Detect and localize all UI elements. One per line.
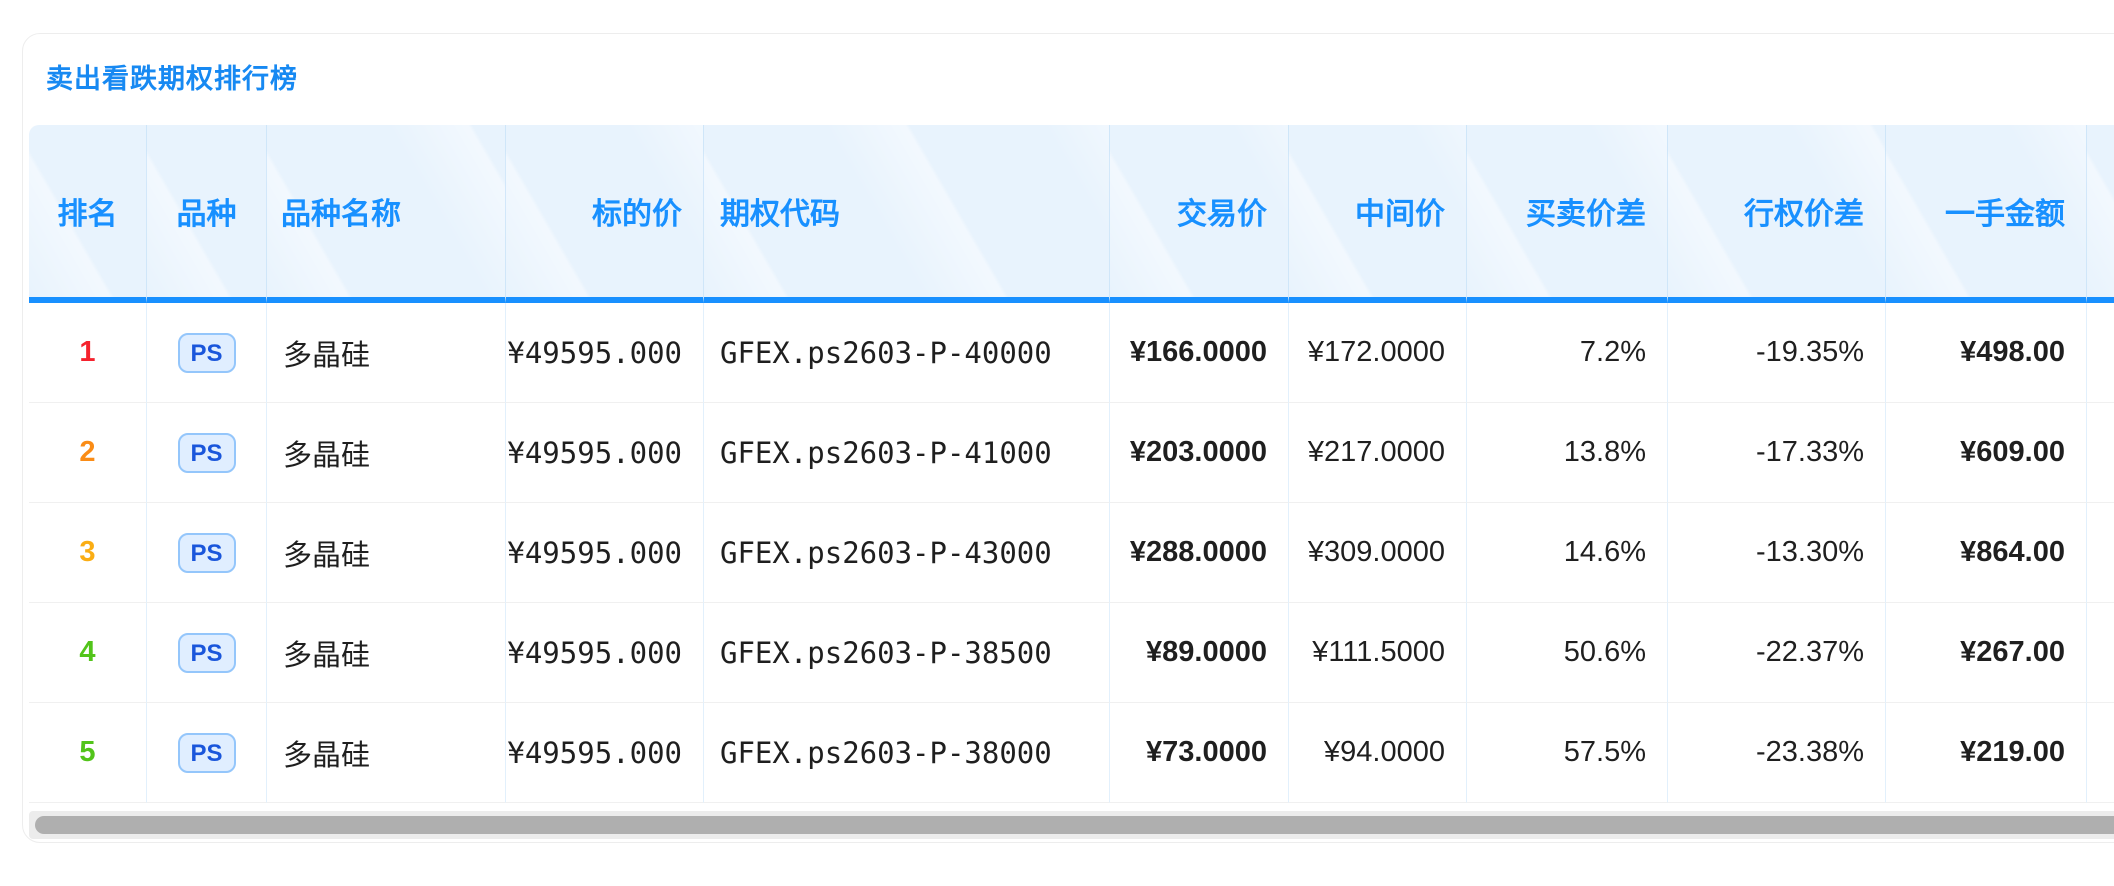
- mid-price-cell: ¥309.0000: [1289, 503, 1467, 603]
- variety-name-cell: 多晶硅: [267, 503, 506, 603]
- trade-price-cell: ¥89.0000: [1110, 603, 1289, 703]
- table-row[interactable]: 1 PS 多晶硅 ¥49595.000 GFEX.ps2603-P-40000 …: [29, 303, 2114, 403]
- variety-badge-ps: PS: [177, 532, 236, 573]
- page-title: 卖出看跌期权排行榜: [46, 64, 298, 94]
- trade-price-cell: ¥203.0000: [1110, 403, 1289, 503]
- option-code-cell: GFEX.ps2603-P-41000: [704, 403, 1110, 503]
- per-lot-amount-cell: ¥219.00: [1886, 703, 2087, 803]
- variety-cell: PS: [147, 303, 267, 403]
- bid-ask-spread-cell: 14.6%: [1467, 503, 1668, 603]
- mid-price-cell: ¥111.5000: [1289, 603, 1467, 703]
- underlying-price-cell: ¥49595.000: [506, 603, 704, 703]
- col-header-option-code: 期权代码: [704, 125, 1110, 303]
- col-header-underlying-price: 标的价: [506, 125, 704, 303]
- underlying-price-cell: ¥49595.000: [506, 403, 704, 503]
- variety-cell: PS: [147, 703, 267, 803]
- per-lot-amount-cell: ¥267.00: [1886, 603, 2087, 703]
- option-code-cell: GFEX.ps2603-P-40000: [704, 303, 1110, 403]
- variety-badge-ps: PS: [177, 332, 236, 373]
- header-row: 排名 品种 品种名称 标的价 期权代码 交易价 中间价 买卖价差 行权价差 一手…: [29, 125, 2114, 303]
- table-row[interactable]: 3 PS 多晶硅 ¥49595.000 GFEX.ps2603-P-43000 …: [29, 503, 2114, 603]
- mid-price-cell: ¥217.0000: [1289, 403, 1467, 503]
- variety-name-cell: 多晶硅: [267, 403, 506, 503]
- col-header-overflow: [2087, 125, 2114, 303]
- variety-name-cell: 多晶硅: [267, 303, 506, 403]
- variety-badge-ps: PS: [177, 432, 236, 473]
- rank-cell: 2: [29, 403, 147, 503]
- variety-cell: PS: [147, 603, 267, 703]
- trade-price-cell: ¥166.0000: [1110, 303, 1289, 403]
- horizontal-scrollbar-thumb[interactable]: [35, 816, 2114, 834]
- rank-cell: 5: [29, 703, 147, 803]
- bid-ask-spread-cell: 13.8%: [1467, 403, 1668, 503]
- strike-spread-cell: -13.30%: [1668, 503, 1886, 603]
- variety-badge-ps: PS: [177, 732, 236, 773]
- col-header-rank: 排名: [29, 125, 147, 303]
- bid-ask-spread-cell: 57.5%: [1467, 703, 1668, 803]
- option-code-cell: GFEX.ps2603-P-38000: [704, 703, 1110, 803]
- mid-price-cell: ¥94.0000: [1289, 703, 1467, 803]
- variety-cell: PS: [147, 403, 267, 503]
- col-header-per-lot-amount: 一手金额: [1886, 125, 2087, 303]
- overflow-cell: [2087, 303, 2114, 403]
- strike-spread-cell: -23.38%: [1668, 703, 1886, 803]
- underlying-price-cell: ¥49595.000: [506, 503, 704, 603]
- variety-badge-ps: PS: [177, 632, 236, 673]
- variety-name-cell: 多晶硅: [267, 703, 506, 803]
- col-header-mid-price: 中间价: [1289, 125, 1467, 303]
- overflow-cell: [2087, 603, 2114, 703]
- col-header-bid-ask-spread: 买卖价差: [1467, 125, 1668, 303]
- option-code-cell: GFEX.ps2603-P-43000: [704, 503, 1110, 603]
- strike-spread-cell: -22.37%: [1668, 603, 1886, 703]
- per-lot-amount-cell: ¥609.00: [1886, 403, 2087, 503]
- rank-cell: 3: [29, 503, 147, 603]
- bid-ask-spread-cell: 50.6%: [1467, 603, 1668, 703]
- rank-cell: 4: [29, 603, 147, 703]
- overflow-cell: [2087, 703, 2114, 803]
- bid-ask-spread-cell: 7.2%: [1467, 303, 1668, 403]
- options-ranking-table-wrap: 排名 品种 品种名称 标的价 期权代码 交易价 中间价 买卖价差 行权价差 一手…: [29, 125, 2114, 803]
- option-code-cell: GFEX.ps2603-P-38500: [704, 603, 1110, 703]
- variety-name-cell: 多晶硅: [267, 603, 506, 703]
- options-ranking-table: 排名 品种 品种名称 标的价 期权代码 交易价 中间价 买卖价差 行权价差 一手…: [29, 125, 2114, 803]
- col-header-strike-spread: 行权价差: [1668, 125, 1886, 303]
- underlying-price-cell: ¥49595.000: [506, 703, 704, 803]
- ranking-card: 卖出看跌期权排行榜 排名 品种 品种名称 标的价 期权代码 交易价 中间价 买卖…: [22, 33, 2114, 843]
- table-row[interactable]: 2 PS 多晶硅 ¥49595.000 GFEX.ps2603-P-41000 …: [29, 403, 2114, 503]
- table-row[interactable]: 5 PS 多晶硅 ¥49595.000 GFEX.ps2603-P-38000 …: [29, 703, 2114, 803]
- table-row[interactable]: 4 PS 多晶硅 ¥49595.000 GFEX.ps2603-P-38500 …: [29, 603, 2114, 703]
- strike-spread-cell: -19.35%: [1668, 303, 1886, 403]
- col-header-variety-name: 品种名称: [267, 125, 506, 303]
- strike-spread-cell: -17.33%: [1668, 403, 1886, 503]
- overflow-cell: [2087, 503, 2114, 603]
- horizontal-scrollbar-track[interactable]: [29, 811, 2114, 839]
- variety-cell: PS: [147, 503, 267, 603]
- overflow-cell: [2087, 403, 2114, 503]
- trade-price-cell: ¥73.0000: [1110, 703, 1289, 803]
- mid-price-cell: ¥172.0000: [1289, 303, 1467, 403]
- rank-cell: 1: [29, 303, 147, 403]
- per-lot-amount-cell: ¥498.00: [1886, 303, 2087, 403]
- trade-price-cell: ¥288.0000: [1110, 503, 1289, 603]
- per-lot-amount-cell: ¥864.00: [1886, 503, 2087, 603]
- underlying-price-cell: ¥49595.000: [506, 303, 704, 403]
- col-header-trade-price: 交易价: [1110, 125, 1289, 303]
- col-header-variety: 品种: [147, 125, 267, 303]
